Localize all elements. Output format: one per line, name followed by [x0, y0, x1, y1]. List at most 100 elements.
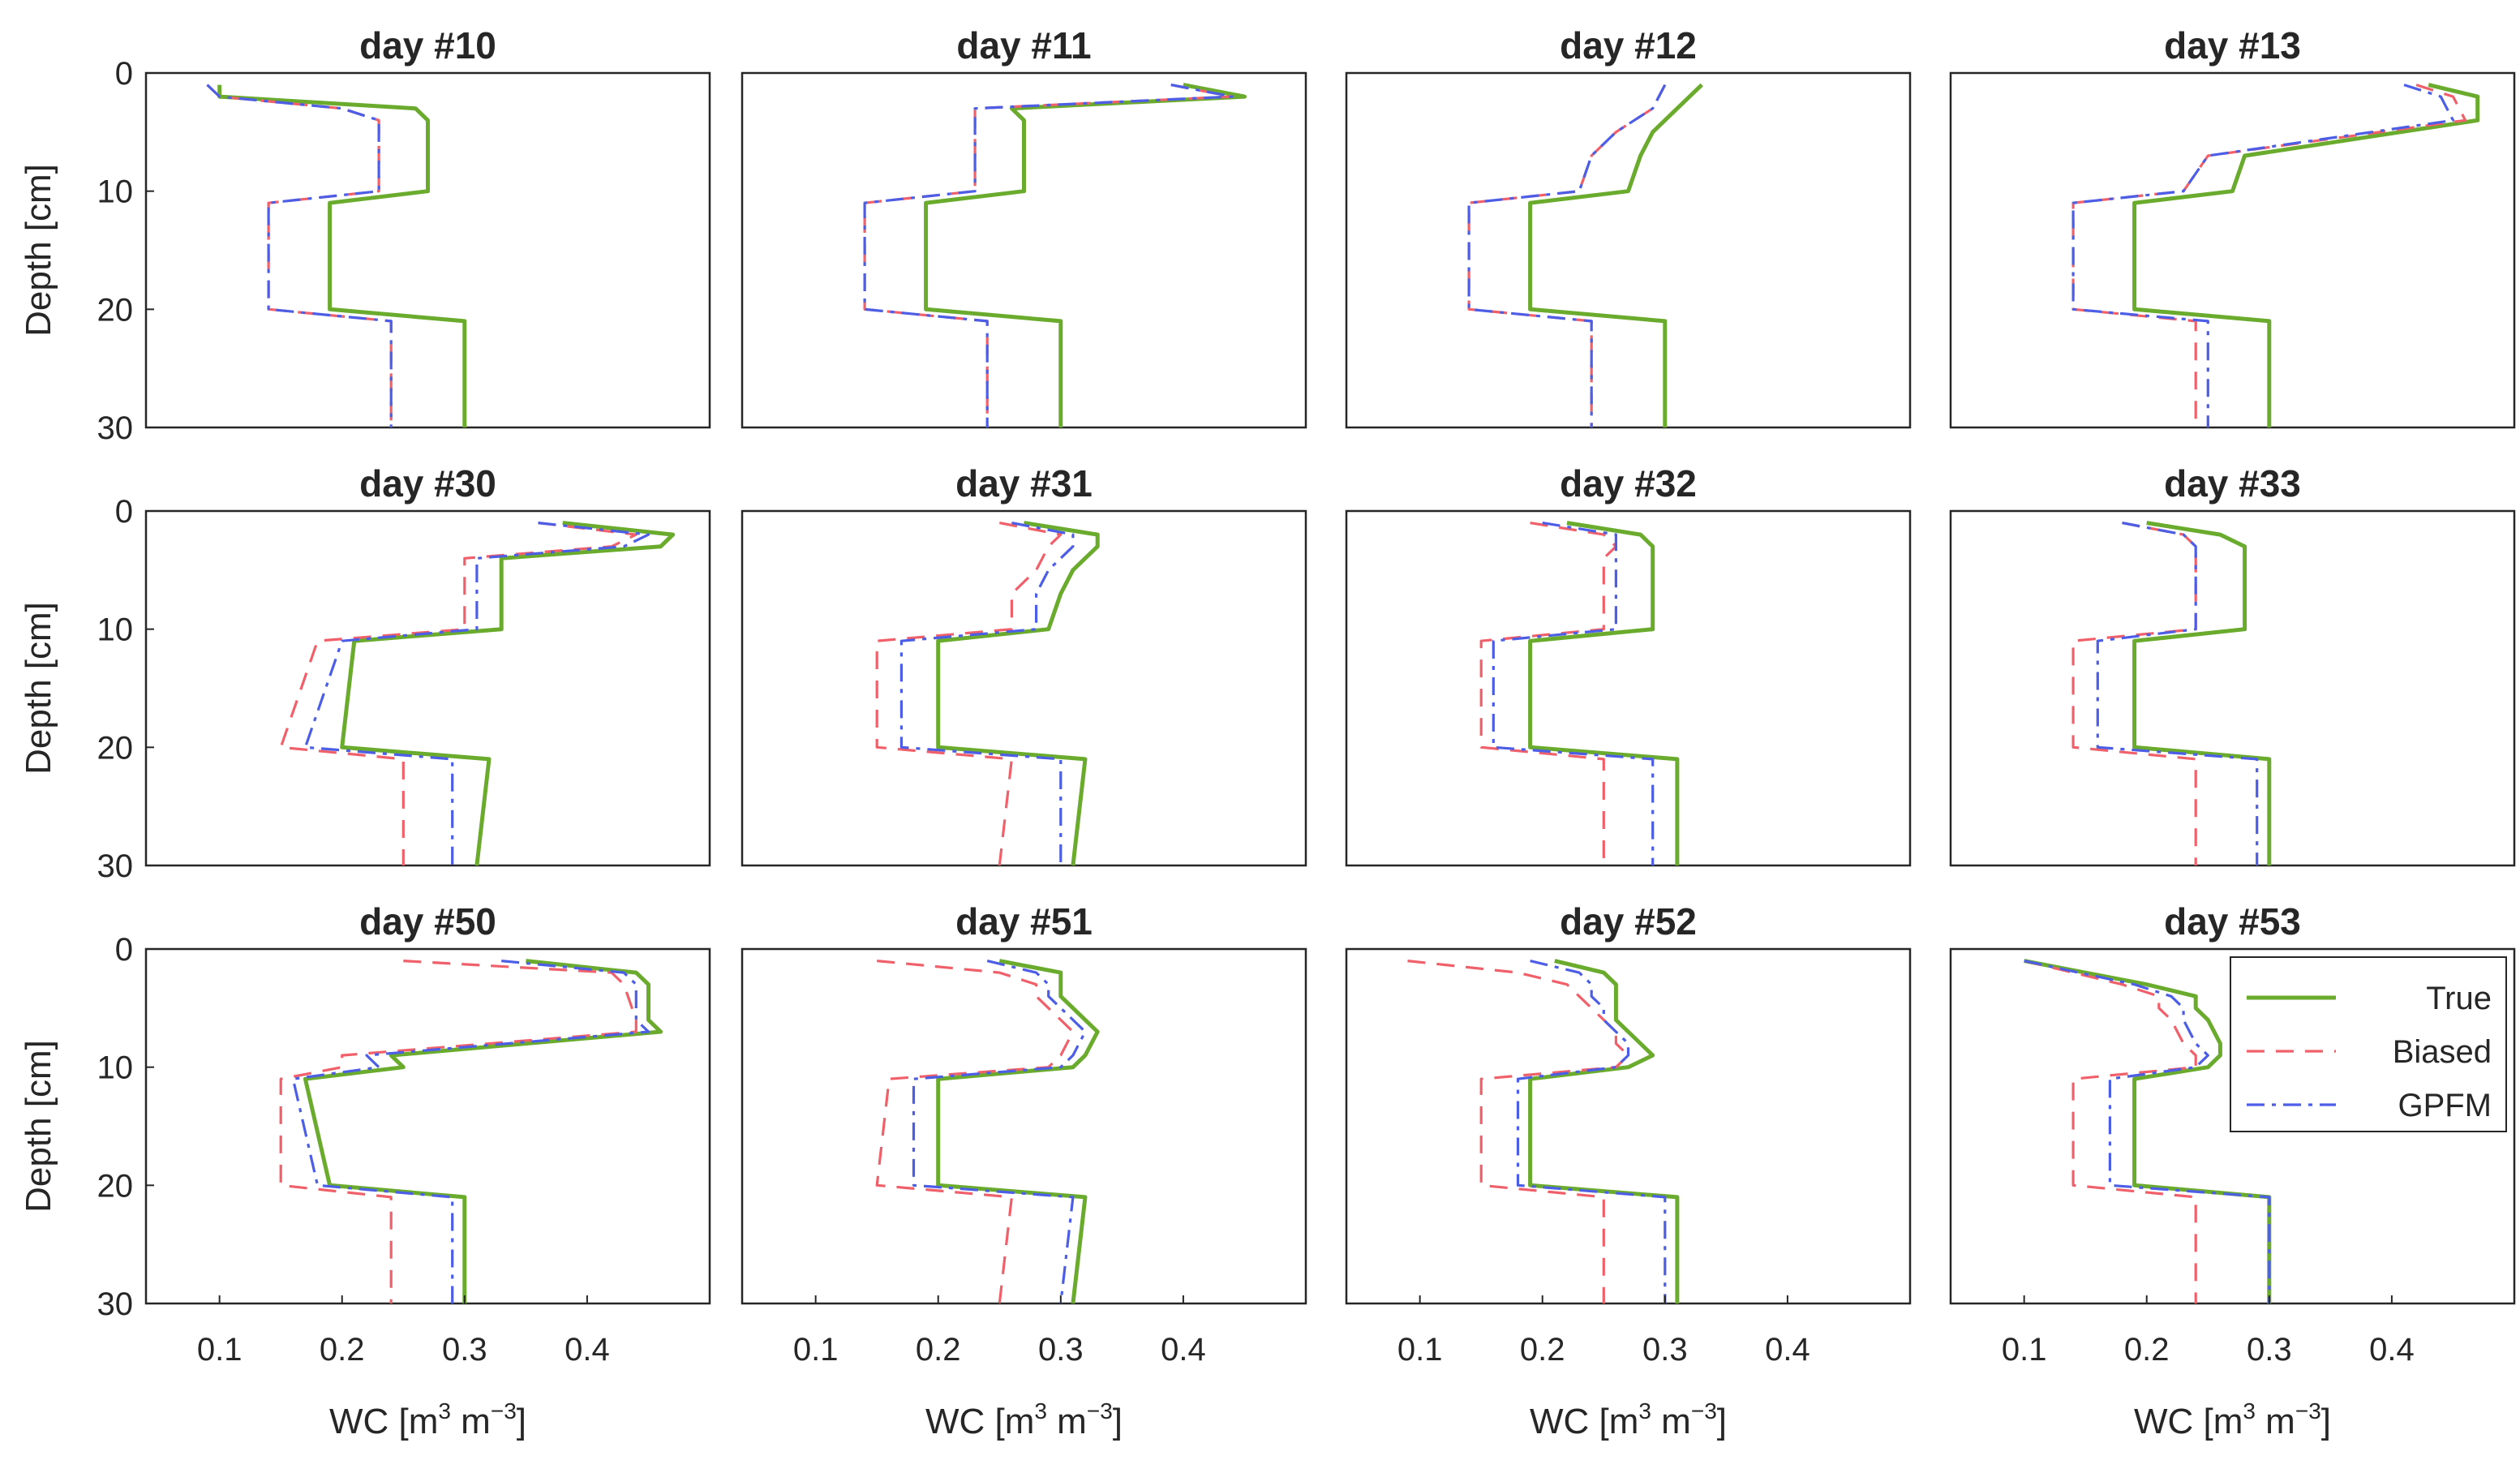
ytick-label: 20 — [97, 730, 134, 766]
series-true-line — [1528, 959, 1680, 1303]
panel-title: day #33 — [2164, 462, 2301, 505]
series-biased-line — [875, 522, 1063, 866]
x-axis-label-part: m — [1047, 1402, 1087, 1441]
series-true-line — [1528, 83, 1703, 427]
xtick-label: 0.4 — [565, 1332, 610, 1368]
series-gpfm-line — [206, 84, 393, 427]
x-axis-label-part: −3 — [491, 1398, 517, 1424]
ytick-label: 10 — [97, 1050, 134, 1086]
x-axis-label-part: −3 — [1691, 1398, 1717, 1424]
panel-7: day #32 — [1345, 462, 1912, 867]
legend-box — [2230, 956, 2507, 1132]
xtick-label: 0.3 — [1038, 1332, 1084, 1368]
series-true-line — [936, 521, 1100, 866]
panel-title: day #11 — [956, 24, 1091, 67]
series-true-line — [217, 84, 467, 427]
series-gpfm-line — [291, 960, 650, 1303]
ytick-label: 10 — [97, 174, 134, 210]
x-axis-label: WC [m3 m−3] — [2134, 1398, 2331, 1441]
x-axis-label-part: m — [1651, 1402, 1691, 1441]
xtick-label: 0.1 — [793, 1332, 839, 1368]
panel-title: day #51 — [955, 900, 1093, 943]
x-axis-label-part: 3 — [438, 1398, 451, 1424]
x-axis-label: WC [m3 m−3] — [925, 1398, 1123, 1441]
panel-3: day #12 — [1345, 24, 1912, 429]
series-gpfm-line — [1492, 522, 1655, 865]
ytick-label: 20 — [97, 292, 134, 328]
xtick-label: 0.1 — [1397, 1332, 1443, 1368]
panel-4: day #13 — [1949, 24, 2516, 429]
x-axis-label-part: WC [m — [1530, 1402, 1638, 1441]
x-axis-label-part: ] — [1113, 1402, 1123, 1441]
x-axis-label: WC [m3 m−3] — [1530, 1398, 1727, 1441]
xtick-label: 0.2 — [1520, 1332, 1565, 1368]
panel-11: day #52 0.1 0.2 0.3 0.4 WC [m3 m−3] — [1345, 900, 1912, 1441]
y-axis-label: Depth [cm] — [19, 1040, 58, 1213]
x-axis-label-part: −3 — [2295, 1398, 2321, 1424]
ytick-label: 0 — [115, 56, 133, 92]
series-biased-line — [1479, 522, 1618, 865]
axes-box — [144, 509, 711, 867]
panel-title: day #10 — [359, 24, 496, 67]
series-biased-line — [2024, 960, 2197, 1303]
series-gpfm-line — [899, 522, 1075, 865]
panel-title: day #52 — [1560, 900, 1697, 943]
ytick-label: 30 — [97, 848, 134, 884]
axes-box — [1949, 509, 2516, 867]
xtick-label: 0.4 — [1161, 1332, 1206, 1368]
ytick-label: 10 — [97, 612, 134, 648]
ytick-label: 30 — [97, 410, 134, 446]
axes-box — [144, 947, 711, 1305]
legend-label-gpfm: GPFM — [2398, 1088, 2492, 1123]
panel-6: day #31 — [741, 462, 1307, 867]
series-gpfm-line — [2071, 84, 2455, 427]
series-biased-line — [1407, 960, 1630, 1303]
xtick-label: 0.1 — [197, 1332, 243, 1368]
series-biased-line — [875, 960, 1075, 1304]
panel-title: day #53 — [2164, 900, 2301, 943]
panel-title: day #32 — [1560, 462, 1697, 505]
series-gpfm-line — [2096, 522, 2259, 865]
axes-box — [741, 509, 1307, 867]
panel-title: day #31 — [955, 462, 1093, 505]
panel-2: day #11 — [741, 24, 1307, 429]
x-axis-label-part: ] — [1717, 1402, 1727, 1441]
ytick-label: 30 — [97, 1286, 134, 1322]
panel-12: day #53 0.1 0.2 0.3 0.4 WC [m3 m−3] True Biased… — [1949, 900, 2516, 1441]
x-axis-label-part: 3 — [2243, 1398, 2256, 1424]
legend-label-true: True — [2426, 981, 2492, 1016]
axes-box — [1949, 71, 2516, 429]
xtick-label: 0.4 — [1765, 1332, 1810, 1368]
series-gpfm-line — [303, 522, 650, 865]
y-axis-label: Depth [cm] — [19, 602, 58, 775]
panel-10: day #51 0.1 0.2 0.3 0.4 WC [m3 m−3] — [741, 900, 1307, 1441]
series-biased-line — [206, 84, 393, 427]
legend-label-biased: Biased — [2393, 1034, 2492, 1070]
series-gpfm-line — [912, 960, 1087, 1304]
xtick-label: 0.3 — [442, 1332, 487, 1368]
series-gpfm-line — [863, 84, 1234, 427]
axes-box — [741, 947, 1307, 1305]
xtick-label: 0.2 — [916, 1332, 961, 1368]
xtick-label: 0.2 — [2124, 1332, 2170, 1368]
x-axis-label-part: WC [m — [2134, 1402, 2243, 1441]
series-true-line — [1528, 521, 1680, 865]
x-axis-label-part: WC [m — [925, 1402, 1034, 1441]
x-axis-label-part: 3 — [1638, 1398, 1651, 1424]
x-axis-label-part: ] — [2321, 1402, 2331, 1441]
series-true-line — [2132, 521, 2272, 865]
x-axis-label-part: m — [451, 1402, 491, 1441]
xtick-label: 0.2 — [320, 1332, 365, 1368]
panel-5: day #30 0 10 20 30 Depth [cm] — [19, 462, 711, 884]
x-axis-label-part: WC [m — [329, 1402, 438, 1441]
axes-box — [1345, 509, 1912, 867]
panel-title: day #13 — [2164, 24, 2301, 67]
panel-title: day #50 — [359, 900, 496, 943]
xtick-label: 0.3 — [1642, 1332, 1688, 1368]
xtick-label: 0.1 — [2002, 1332, 2047, 1368]
x-axis-label-part: −3 — [1087, 1398, 1113, 1424]
panel-8: day #33 — [1949, 462, 2516, 867]
ytick-label: 0 — [115, 932, 133, 968]
ytick-label: 0 — [115, 494, 133, 530]
